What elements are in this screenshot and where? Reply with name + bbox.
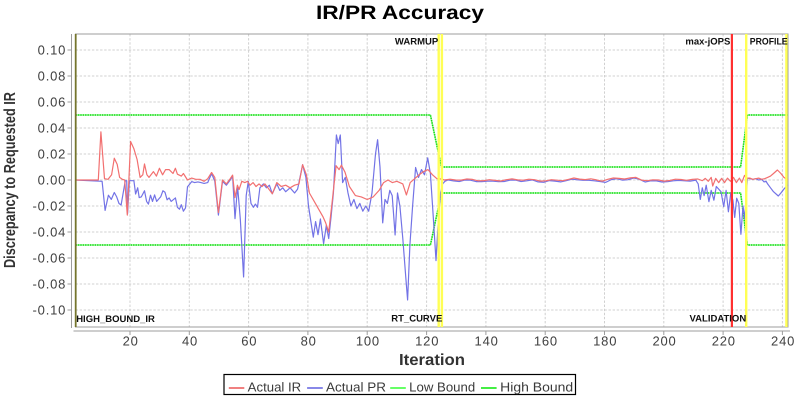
svg-text:220: 220 bbox=[712, 334, 736, 349]
svg-text:200: 200 bbox=[652, 334, 676, 349]
svg-text:PROFILE: PROFILE bbox=[750, 36, 788, 47]
svg-text:High Bound: High Bound bbox=[500, 379, 573, 394]
svg-text:0.04: 0.04 bbox=[38, 121, 67, 136]
svg-text:-0.04: -0.04 bbox=[33, 225, 67, 240]
svg-text:Low Bound: Low Bound bbox=[409, 379, 475, 394]
svg-text:140: 140 bbox=[475, 334, 499, 349]
svg-text:Actual PR: Actual PR bbox=[326, 379, 386, 394]
svg-text:180: 180 bbox=[593, 334, 617, 349]
svg-text:Iteration: Iteration bbox=[399, 352, 465, 369]
svg-text:VALIDATION: VALIDATION bbox=[690, 314, 747, 325]
svg-text:0.06: 0.06 bbox=[38, 95, 67, 110]
svg-text:Discrepancy to Requested IR: Discrepancy to Requested IR bbox=[2, 92, 19, 268]
svg-text:max-jOPS: max-jOPS bbox=[685, 36, 730, 47]
svg-text:0.08: 0.08 bbox=[38, 69, 67, 84]
svg-text:-0.02: -0.02 bbox=[33, 199, 67, 214]
svg-text:-0.08: -0.08 bbox=[33, 277, 67, 292]
svg-text:0.00: 0.00 bbox=[38, 173, 67, 188]
svg-text:160: 160 bbox=[534, 334, 558, 349]
svg-text:60: 60 bbox=[241, 334, 257, 349]
svg-text:120: 120 bbox=[415, 334, 439, 349]
svg-text:80: 80 bbox=[301, 334, 317, 349]
svg-text:0.02: 0.02 bbox=[38, 147, 67, 162]
svg-text:-0.10: -0.10 bbox=[33, 303, 67, 318]
svg-text:100: 100 bbox=[356, 334, 380, 349]
svg-text:240: 240 bbox=[771, 334, 795, 349]
svg-text:0.10: 0.10 bbox=[38, 43, 67, 58]
svg-text:-0.06: -0.06 bbox=[33, 251, 67, 266]
svg-text:Actual IR: Actual IR bbox=[248, 379, 301, 394]
svg-text:IR/PR Accuracy: IR/PR Accuracy bbox=[316, 2, 484, 24]
svg-text:20: 20 bbox=[123, 334, 139, 349]
svg-text:RT_CURVE: RT_CURVE bbox=[391, 314, 442, 325]
svg-text:HIGH_BOUND_IR: HIGH_BOUND_IR bbox=[76, 314, 155, 325]
svg-text:40: 40 bbox=[182, 334, 198, 349]
svg-text:WARMUP: WARMUP bbox=[395, 36, 439, 47]
